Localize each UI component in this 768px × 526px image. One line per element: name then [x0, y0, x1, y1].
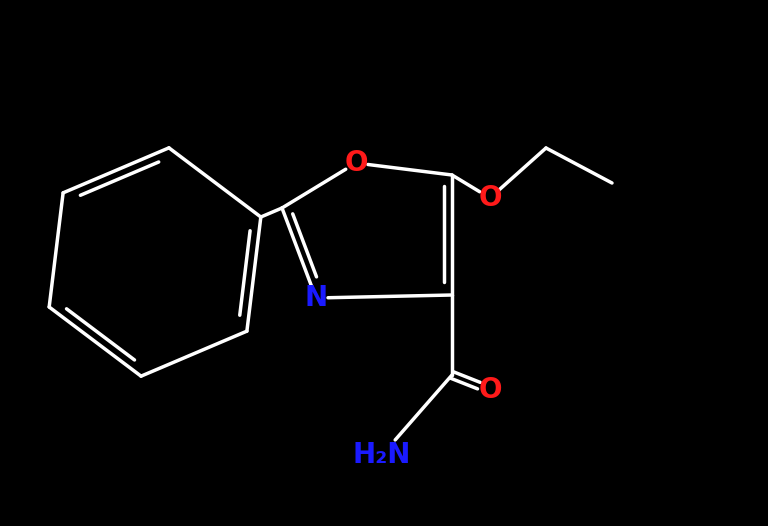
Text: H₂N: H₂N — [353, 441, 411, 469]
Text: O: O — [478, 376, 502, 404]
Text: N: N — [304, 284, 328, 312]
Text: O: O — [478, 184, 502, 212]
Text: O: O — [344, 149, 368, 177]
